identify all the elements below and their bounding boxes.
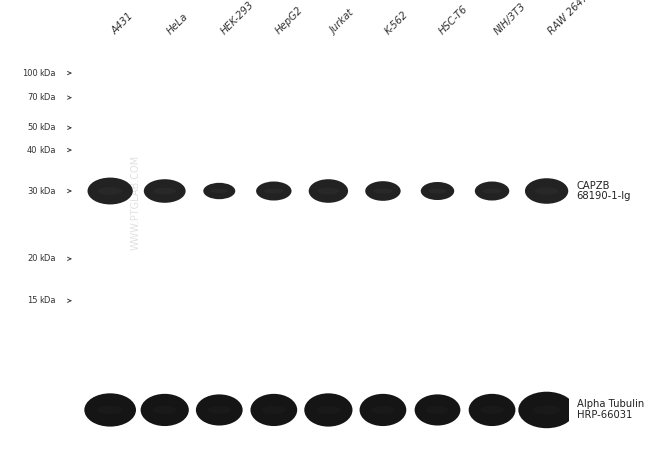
Text: HSC-T6: HSC-T6 <box>437 4 470 36</box>
Ellipse shape <box>518 392 575 428</box>
Ellipse shape <box>196 394 242 425</box>
Text: kDa: kDa <box>40 93 56 102</box>
Text: WWW.PTGLAB.COM: WWW.PTGLAB.COM <box>131 155 141 250</box>
Text: HepG2: HepG2 <box>274 5 305 36</box>
Ellipse shape <box>482 188 502 194</box>
Text: 15: 15 <box>27 296 38 305</box>
Ellipse shape <box>373 188 393 194</box>
Text: HEK-293: HEK-293 <box>219 0 256 36</box>
Text: kDa: kDa <box>40 187 56 196</box>
Text: 20: 20 <box>27 254 38 263</box>
Ellipse shape <box>88 177 133 204</box>
Ellipse shape <box>359 394 406 426</box>
Ellipse shape <box>207 406 231 414</box>
Text: HeLa: HeLa <box>164 11 190 36</box>
Ellipse shape <box>415 394 460 425</box>
Ellipse shape <box>140 394 189 426</box>
Ellipse shape <box>365 181 400 201</box>
Text: A431: A431 <box>110 11 136 36</box>
Ellipse shape <box>203 183 235 199</box>
Ellipse shape <box>421 182 454 200</box>
Text: Alpha Tubulin: Alpha Tubulin <box>577 399 644 410</box>
Ellipse shape <box>532 405 561 415</box>
Text: kDa: kDa <box>40 296 56 305</box>
Ellipse shape <box>84 393 136 427</box>
Ellipse shape <box>98 406 123 414</box>
Ellipse shape <box>535 187 558 195</box>
Text: 40: 40 <box>27 146 38 155</box>
Ellipse shape <box>480 406 504 414</box>
Ellipse shape <box>98 187 123 195</box>
Ellipse shape <box>426 406 449 414</box>
Ellipse shape <box>211 189 228 193</box>
Text: K-562: K-562 <box>383 10 410 36</box>
Ellipse shape <box>318 188 339 194</box>
Text: kDa: kDa <box>40 123 56 132</box>
Ellipse shape <box>475 182 509 201</box>
Text: 70: 70 <box>27 93 38 102</box>
Text: kDa: kDa <box>40 69 56 77</box>
Text: HRP-66031: HRP-66031 <box>577 410 632 420</box>
Ellipse shape <box>256 182 292 201</box>
Text: kDa: kDa <box>40 254 56 263</box>
Ellipse shape <box>262 406 285 414</box>
Ellipse shape <box>250 394 297 426</box>
Ellipse shape <box>317 406 341 414</box>
Ellipse shape <box>304 393 352 427</box>
Text: 50: 50 <box>27 123 38 132</box>
Ellipse shape <box>428 188 447 193</box>
Ellipse shape <box>144 179 186 203</box>
Text: CAPZB: CAPZB <box>577 181 610 191</box>
Text: RAW 2647: RAW 2647 <box>547 0 591 36</box>
Ellipse shape <box>264 188 283 194</box>
Ellipse shape <box>153 188 176 194</box>
Ellipse shape <box>309 179 348 203</box>
Ellipse shape <box>525 178 568 204</box>
Text: NIH/3T3: NIH/3T3 <box>492 1 528 36</box>
Ellipse shape <box>371 406 395 414</box>
Text: Jurkat: Jurkat <box>328 9 356 36</box>
Text: 68190-1-Ig: 68190-1-Ig <box>577 192 631 202</box>
Text: 100: 100 <box>21 69 38 77</box>
Text: 30: 30 <box>27 187 38 196</box>
Ellipse shape <box>469 394 515 426</box>
Ellipse shape <box>153 406 177 414</box>
Text: kDa: kDa <box>40 146 56 155</box>
